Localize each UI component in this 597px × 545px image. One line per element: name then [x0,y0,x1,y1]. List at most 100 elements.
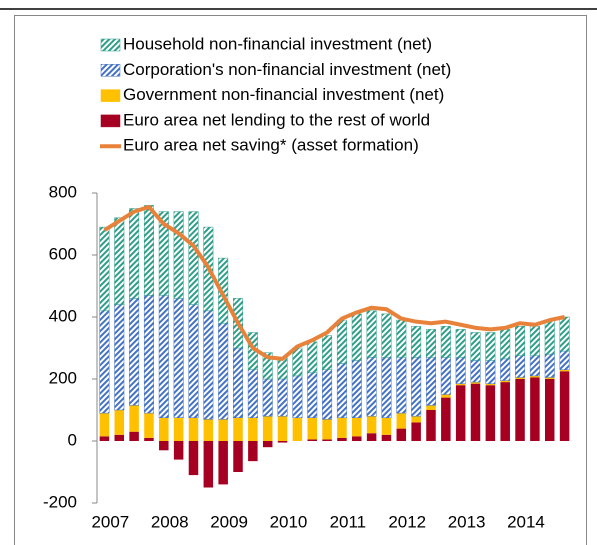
bar [396,413,407,429]
bar [411,422,421,441]
bar [336,363,347,418]
bar [425,329,436,358]
bar [129,431,139,441]
x-tick-label: 2014 [507,512,545,531]
bar [544,319,555,355]
bar [159,441,169,451]
bar [292,347,303,377]
bar [529,326,540,356]
bar [173,211,184,299]
bar [114,217,125,305]
bar [544,379,555,441]
bar [381,357,392,418]
bar [129,298,140,406]
bar [307,417,317,440]
legend-label: Euro area net saving* (asset formation) [123,136,419,155]
bar [352,417,362,437]
bar [262,352,273,380]
bar [99,413,110,437]
y-tick-label: 200 [49,368,77,387]
bar [322,419,332,440]
x-tick-label: 2009 [210,512,248,531]
bar [307,341,318,374]
bar [411,416,421,423]
bar [470,382,481,384]
legend-label: Euro area net lending to the rest of wor… [123,110,430,129]
bar [188,417,199,441]
bar [455,385,466,441]
y-tick-label: 800 [49,182,77,201]
bar [396,319,407,358]
x-tick-label: 2008 [151,512,189,531]
bar [144,437,154,441]
bar [366,433,377,441]
bar [337,437,347,441]
x-tick-label: 2012 [388,512,426,531]
bar [470,360,481,383]
bar [426,405,436,410]
bar [515,379,525,441]
x-tick-label: 2010 [270,512,308,531]
bar [129,405,139,432]
bar [248,441,258,462]
bar [411,357,422,417]
bar [99,310,110,414]
bar [247,369,258,419]
bar [158,295,169,418]
bar [203,441,214,488]
bar [352,436,362,441]
bar [218,322,229,420]
bar [173,441,184,460]
bar [277,416,288,441]
bar [470,332,481,361]
bar [322,335,333,370]
y-tick-label: 600 [49,244,77,263]
bar [544,353,555,378]
bar [381,313,392,358]
bar [233,347,244,418]
legend-label: Household non-financial investment (net) [123,34,432,53]
x-tick-label: 2013 [448,512,486,531]
bar [233,441,243,472]
bar [485,332,496,361]
bar [500,358,511,381]
bar [262,378,273,417]
bar [203,310,214,420]
bar [530,375,540,378]
bar [351,360,362,418]
bar [143,295,154,414]
bar [307,439,317,441]
bar [351,313,362,361]
legend-label: Corporation's non-financial investment (… [123,60,451,79]
bar [559,350,570,370]
bar [188,441,199,476]
bar [114,304,125,411]
bar [515,355,526,378]
y-tick-label: -200 [43,492,77,511]
bar [99,226,110,312]
bar [366,357,377,417]
bar [559,369,570,372]
bar [485,360,496,384]
bar [515,326,526,356]
legend-swatch [100,64,121,77]
bar [277,441,288,443]
bar [218,419,228,441]
bar [218,257,229,324]
bar [336,319,347,364]
legend-swatch [100,114,121,128]
bar [188,304,199,419]
bar [441,397,451,441]
bar [173,417,184,441]
bar [158,211,169,296]
bar [440,326,451,358]
bar [529,355,540,377]
y-tick-label: 400 [49,306,77,325]
legend-label: Government non-financial investment (net… [123,85,444,104]
bar [233,417,243,441]
bar [396,357,407,414]
x-tick-label: 2011 [330,512,367,531]
legend-swatch [100,89,121,102]
bar [500,329,511,360]
